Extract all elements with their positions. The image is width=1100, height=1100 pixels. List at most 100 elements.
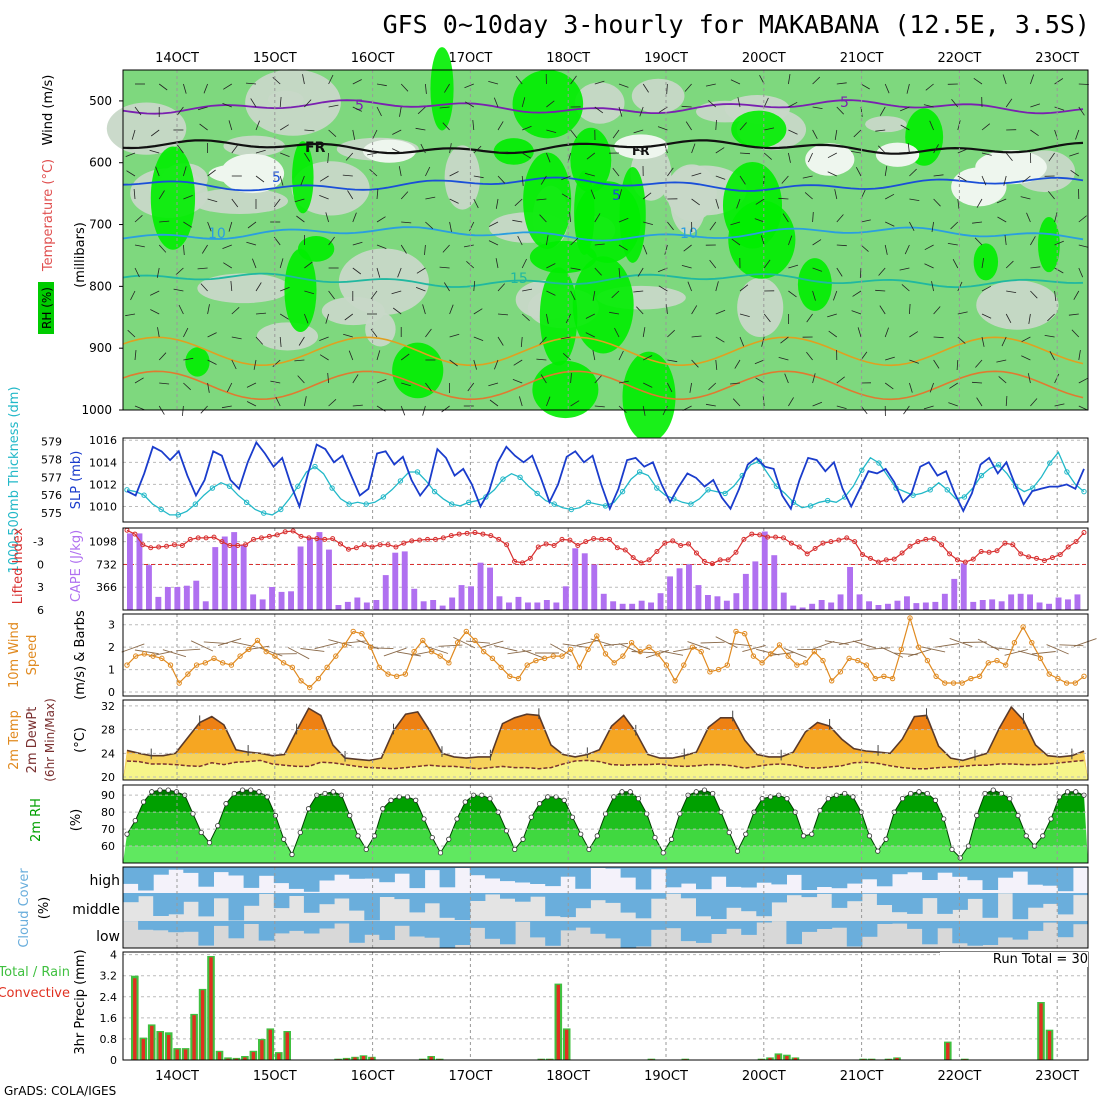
rh-marker <box>322 790 328 797</box>
wind-barb <box>1054 403 1065 407</box>
wind-barb <box>812 290 816 301</box>
wind-barb <box>636 306 644 315</box>
y-tick-label: 732 <box>96 558 117 571</box>
wind-barb <box>231 307 240 315</box>
panel-bg <box>123 614 1088 696</box>
lifted-index-marker <box>464 530 470 536</box>
wind-speed-marker <box>968 675 974 682</box>
rh-marker <box>899 795 906 802</box>
lifted-index-marker <box>1049 555 1055 561</box>
wind-speed-marker <box>663 662 670 668</box>
panel-frame <box>122 866 1089 949</box>
wind-barb <box>974 237 983 246</box>
cape-bar <box>610 601 617 610</box>
wind-barb <box>521 649 545 659</box>
wind-barb <box>1031 651 1056 655</box>
wind-barb <box>812 76 821 85</box>
wind-barb <box>975 359 983 368</box>
cloud-bar <box>379 893 395 897</box>
wind-speed-marker <box>559 653 565 659</box>
wind-barb <box>376 350 381 361</box>
wind-barb <box>183 244 185 256</box>
cape-bar <box>1017 593 1024 610</box>
lifted-index-marker <box>812 546 818 551</box>
cloud-bar <box>138 893 154 897</box>
wind-barb <box>618 244 628 251</box>
rh-marker <box>561 797 567 803</box>
wind-speed-marker <box>776 642 783 648</box>
lifted-index-marker <box>820 540 826 546</box>
wind-barb <box>507 649 532 655</box>
wind-barb <box>207 382 210 393</box>
thickness-marker <box>329 485 335 491</box>
top-axis-label: 17OCT <box>449 51 493 66</box>
wind-barb <box>586 152 596 160</box>
wind-barb <box>859 267 862 279</box>
wind-barb <box>449 359 458 367</box>
top-axis-label: 21OCT <box>840 51 884 66</box>
lifted-index-marker <box>1081 530 1087 536</box>
wind-barb <box>851 310 862 315</box>
wind-barb <box>933 359 940 369</box>
rh-marker <box>190 811 196 817</box>
wind-barb <box>594 243 605 246</box>
thickness-marker <box>1081 488 1087 495</box>
rh-marker <box>924 790 930 797</box>
cape-bar <box>723 600 730 610</box>
rh-marker <box>941 816 947 822</box>
wind-barb <box>1030 74 1035 85</box>
wind-barb <box>158 352 167 361</box>
thickness-marker <box>722 490 728 497</box>
y-tick-label: 3 <box>37 581 44 594</box>
wind-barb <box>304 313 309 324</box>
wind-barb <box>352 79 362 85</box>
rh-dry-patch <box>631 78 685 114</box>
cloud-bar <box>258 921 275 941</box>
wind-barb <box>259 647 283 657</box>
wind-barb <box>370 290 378 300</box>
precip-convective-bar <box>175 1049 179 1060</box>
wind-barb <box>778 357 789 361</box>
wind-barb <box>279 336 282 348</box>
wind-barb <box>618 189 622 200</box>
rh-dry-patch <box>338 248 429 315</box>
wind-speed-marker <box>176 680 182 686</box>
lifted-index-marker <box>931 536 937 542</box>
wind-barb <box>376 267 381 278</box>
temperature-panel: 20 24 28 32 2m Temp 2m DewPt (6hr Min/Max) (°C) <box>7 698 1089 784</box>
cape-bar <box>401 551 408 610</box>
wind-barb <box>497 313 509 316</box>
wind-barb <box>853 129 862 138</box>
lifted-index-marker <box>377 542 383 548</box>
cape-bar <box>856 594 863 610</box>
isotherm-line <box>122 99 1084 115</box>
wind-barb <box>1078 350 1081 361</box>
wind-barb <box>957 198 960 209</box>
wind-barb <box>1073 638 1097 647</box>
wind-speed-line <box>126 615 1085 689</box>
wind-barb <box>521 175 524 186</box>
wind-barb <box>521 258 527 269</box>
rh-very-dry-patch <box>805 143 855 176</box>
rh-moist-patch <box>973 243 999 281</box>
wind-barb <box>197 267 208 270</box>
thickness-marker <box>756 458 763 464</box>
precip-convective-bar <box>768 1057 772 1060</box>
wind-speed-marker <box>367 644 374 650</box>
wind-speed-marker <box>428 648 435 655</box>
cloud-bar <box>937 921 953 929</box>
panel-frame <box>122 437 1089 523</box>
cloud-bar <box>469 921 486 928</box>
wind-barb <box>737 97 741 108</box>
wind-speed-marker <box>515 675 522 682</box>
lifted-index-marker <box>148 545 154 551</box>
cloud-level-label: low <box>96 929 120 945</box>
thickness-marker <box>1064 469 1070 475</box>
wind-barb <box>708 382 717 391</box>
y-tick-label: 578 <box>41 453 62 466</box>
rh-marker <box>817 807 823 814</box>
lifted-index-marker <box>425 536 431 542</box>
wind-barb <box>673 647 697 653</box>
y-tick-label: 6 <box>37 604 44 617</box>
rh-marker <box>1015 812 1021 819</box>
